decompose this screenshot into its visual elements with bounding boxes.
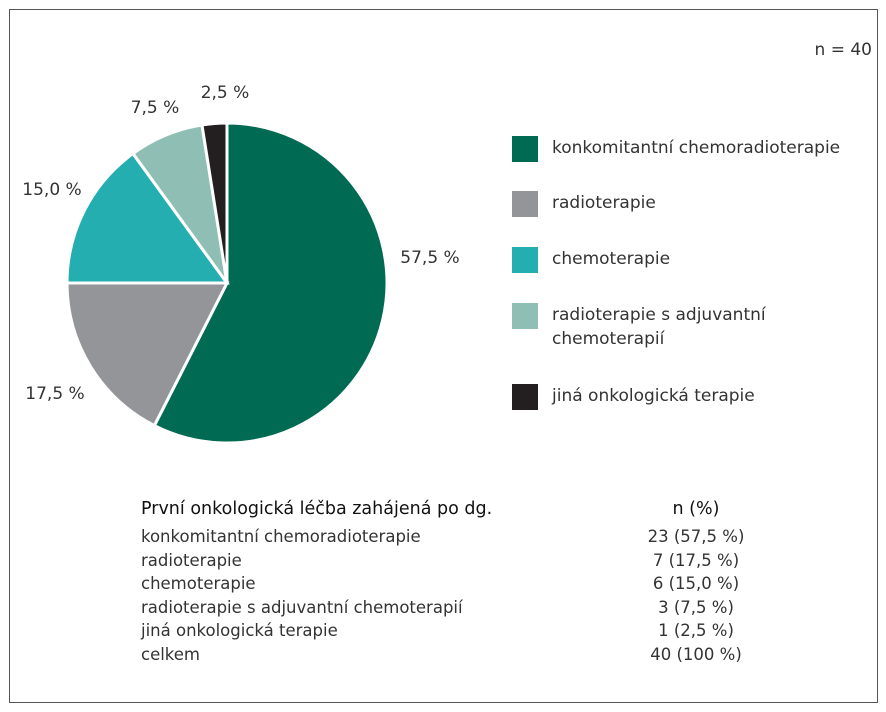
legend-swatch <box>512 384 538 410</box>
table-row: celkem 40 (100 %) <box>141 643 781 666</box>
value-label: 2,5 % <box>201 83 250 103</box>
table-cell: 3 (7,5 %) <box>658 597 734 617</box>
table-cell: chemoterapie <box>141 574 256 594</box>
legend-swatch <box>512 136 538 162</box>
header-cell: n (%) <box>672 499 720 519</box>
table-cell: konkomitantní chemoradioterapie <box>141 527 421 546</box>
legend-swatch <box>512 247 538 273</box>
legend-label: radioterapie s adjuvantní chemoterapií <box>552 305 766 349</box>
legend-item: konkomitantní chemoradioterapie <box>512 136 852 162</box>
table-row: chemoterapie 6 (15,0 %) <box>141 572 781 595</box>
pie-slice <box>65 151 230 285</box>
table-cell: 40 (100 %) <box>650 645 742 664</box>
header-cell: První onkologická léčba zahájená po dg. <box>141 499 493 519</box>
table-cell: jiná onkologická terapie <box>141 621 338 641</box>
table-cell: radioterapie s adjuvantní chemoterapií <box>141 597 463 617</box>
legend-label: chemoterapie <box>552 249 671 269</box>
value-label: 57,5 % <box>400 248 459 268</box>
table-row: konkomitantní chemoradioterapie 23 (57,5 … <box>141 525 781 548</box>
value-label: 17,5 % <box>25 384 84 404</box>
legend-label: radioterapie <box>552 193 656 213</box>
legend-item: radioterapie <box>512 191 852 217</box>
table-row: radioterapie s adjuvantní chemoterapií 3 … <box>141 596 781 619</box>
table-cell: radioterapie <box>141 550 242 570</box>
legend-item: radioterapie s adjuvantní chemoterapií <box>512 303 852 351</box>
pie-slice <box>200 121 229 284</box>
annotation: n = 40 <box>815 40 872 60</box>
table-cell: 6 (15,0 %) <box>652 574 740 594</box>
table-row: jiná onkologická terapie 1 (2,5 %) <box>141 619 781 642</box>
legend-label: konkomitantní chemoradioterapie <box>552 138 841 158</box>
table-row: radioterapie 7 (17,5 %) <box>141 549 781 572</box>
legend-label: jiná onkologická terapie <box>552 386 755 406</box>
legend-item: chemoterapie <box>512 247 852 273</box>
table-cell: 1 (2,5 %) <box>658 621 734 641</box>
table-cell: 7 (17,5 %) <box>652 550 740 570</box>
table-cell: 23 (57,5 %) <box>647 527 745 546</box>
pie-slice <box>152 121 389 445</box>
legend-item: jiná onkologická terapie <box>512 384 852 410</box>
table-header: První onkologická léčba zahájená po dg. n… <box>141 498 781 521</box>
frame <box>9 9 878 703</box>
legend-swatch <box>512 303 538 329</box>
legend-swatch <box>512 191 538 217</box>
table-cell: celkem <box>141 645 200 664</box>
pie-slice <box>65 281 230 428</box>
value-label: 7,5 % <box>131 98 180 118</box>
value-label: 15,0 % <box>22 180 81 200</box>
